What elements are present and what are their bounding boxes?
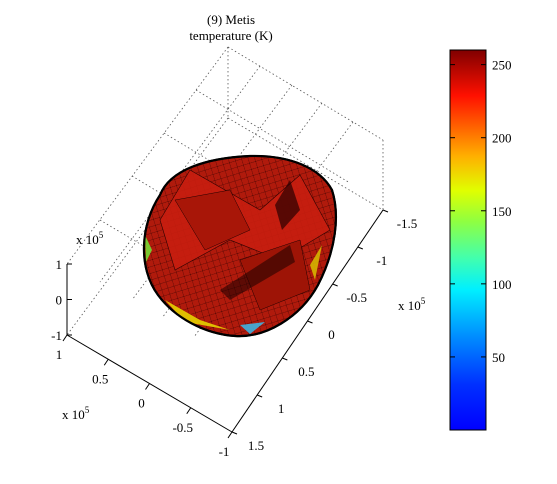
colorbar-tick-label: 250 [492, 58, 512, 73]
z-tick-label: 1 [56, 257, 63, 272]
x-tick-mark [103, 358, 109, 366]
y-tick-label: 0.5 [298, 364, 314, 379]
z-multiplier-exp: 5 [99, 230, 104, 240]
y-multiplier-base: x 10 [398, 298, 421, 313]
colorbar-tick-label: 150 [492, 204, 512, 219]
x-tick-label: 0.5 [92, 371, 108, 386]
x-tick-label: 1 [56, 347, 63, 362]
x-tick-mark [186, 407, 192, 415]
z-axis-ticks: 1 0 -1 [51, 257, 72, 343]
colorbar-tick-label: 200 [492, 131, 512, 146]
chart-title-line2: temperature (K) [189, 28, 272, 43]
colorbar-tick-label: 50 [492, 350, 505, 365]
x-tick-mark [62, 334, 68, 342]
y-tick-label: 1 [278, 401, 285, 416]
y-tick-mark [231, 431, 238, 435]
colorbar [449, 49, 487, 431]
z-multiplier-base: x 10 [76, 232, 99, 247]
y-tick-mark [332, 283, 338, 287]
z-axis-multiplier: x 105 [76, 230, 104, 247]
x-axis-ticks: 1 0.5 0 -0.5 -1 [56, 334, 233, 459]
x-multiplier-exp: 5 [85, 405, 90, 415]
x-tick-mark [227, 431, 233, 439]
x-multiplier-base: x 10 [62, 407, 85, 422]
y-tick-mark [282, 357, 288, 361]
y-tick-label: -1 [376, 253, 387, 268]
y-tick-mark [256, 394, 263, 398]
y-tick-label: 1.5 [248, 438, 264, 453]
asteroid-surface [142, 154, 337, 338]
y-tick-label: -1.5 [397, 216, 418, 231]
x-tick-label: -0.5 [172, 420, 193, 435]
colorbar-ticks: 250 200 150 100 50 [450, 58, 512, 365]
z-tick-label: 0 [56, 293, 63, 308]
y-axis-multiplier: x 105 [398, 296, 426, 313]
x-axis-multiplier: x 105 [62, 405, 90, 422]
z-tick-label: -1 [51, 328, 62, 343]
y-tick-mark [357, 246, 364, 250]
y-multiplier-exp: 5 [421, 296, 426, 306]
x-tick-label: 0 [138, 396, 145, 411]
colorbar-tick-label: 100 [492, 277, 512, 292]
x-tick-mark [145, 383, 150, 390]
y-tick-mark [307, 320, 313, 324]
y-tick-label: 0 [328, 327, 335, 342]
chart-title-line1: (9) Metis [207, 12, 255, 27]
y-tick-mark [382, 209, 389, 213]
x-tick-label: -1 [219, 444, 230, 459]
y-tick-label: -0.5 [346, 290, 367, 305]
y-axis-ticks: -1.5 -1 -0.5 0 0.5 1 1.5 [231, 209, 418, 453]
